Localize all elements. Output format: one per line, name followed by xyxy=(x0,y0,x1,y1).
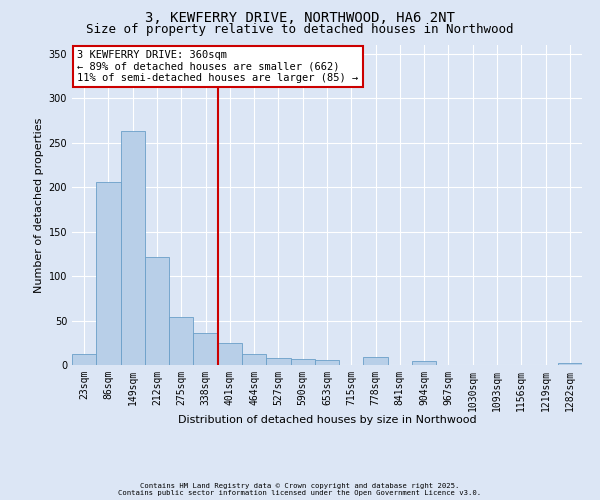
X-axis label: Distribution of detached houses by size in Northwood: Distribution of detached houses by size … xyxy=(178,415,476,425)
Bar xyxy=(218,343,242,365)
Bar xyxy=(558,363,582,365)
Bar xyxy=(242,354,266,365)
Text: 3 KEWFERRY DRIVE: 360sqm
← 89% of detached houses are smaller (662)
11% of semi-: 3 KEWFERRY DRIVE: 360sqm ← 89% of detach… xyxy=(77,50,358,83)
Bar xyxy=(169,317,193,365)
Text: 3, KEWFERRY DRIVE, NORTHWOOD, HA6 2NT: 3, KEWFERRY DRIVE, NORTHWOOD, HA6 2NT xyxy=(145,11,455,25)
Bar xyxy=(266,358,290,365)
Bar xyxy=(412,362,436,365)
Bar xyxy=(96,182,121,365)
Bar xyxy=(72,354,96,365)
Bar xyxy=(121,131,145,365)
Text: Contains HM Land Registry data © Crown copyright and database right 2025.: Contains HM Land Registry data © Crown c… xyxy=(140,483,460,489)
Text: Contains public sector information licensed under the Open Government Licence v3: Contains public sector information licen… xyxy=(118,490,482,496)
Bar xyxy=(364,357,388,365)
Bar xyxy=(193,333,218,365)
Text: Size of property relative to detached houses in Northwood: Size of property relative to detached ho… xyxy=(86,22,514,36)
Bar xyxy=(315,360,339,365)
Y-axis label: Number of detached properties: Number of detached properties xyxy=(34,118,44,292)
Bar xyxy=(290,359,315,365)
Bar xyxy=(145,258,169,365)
